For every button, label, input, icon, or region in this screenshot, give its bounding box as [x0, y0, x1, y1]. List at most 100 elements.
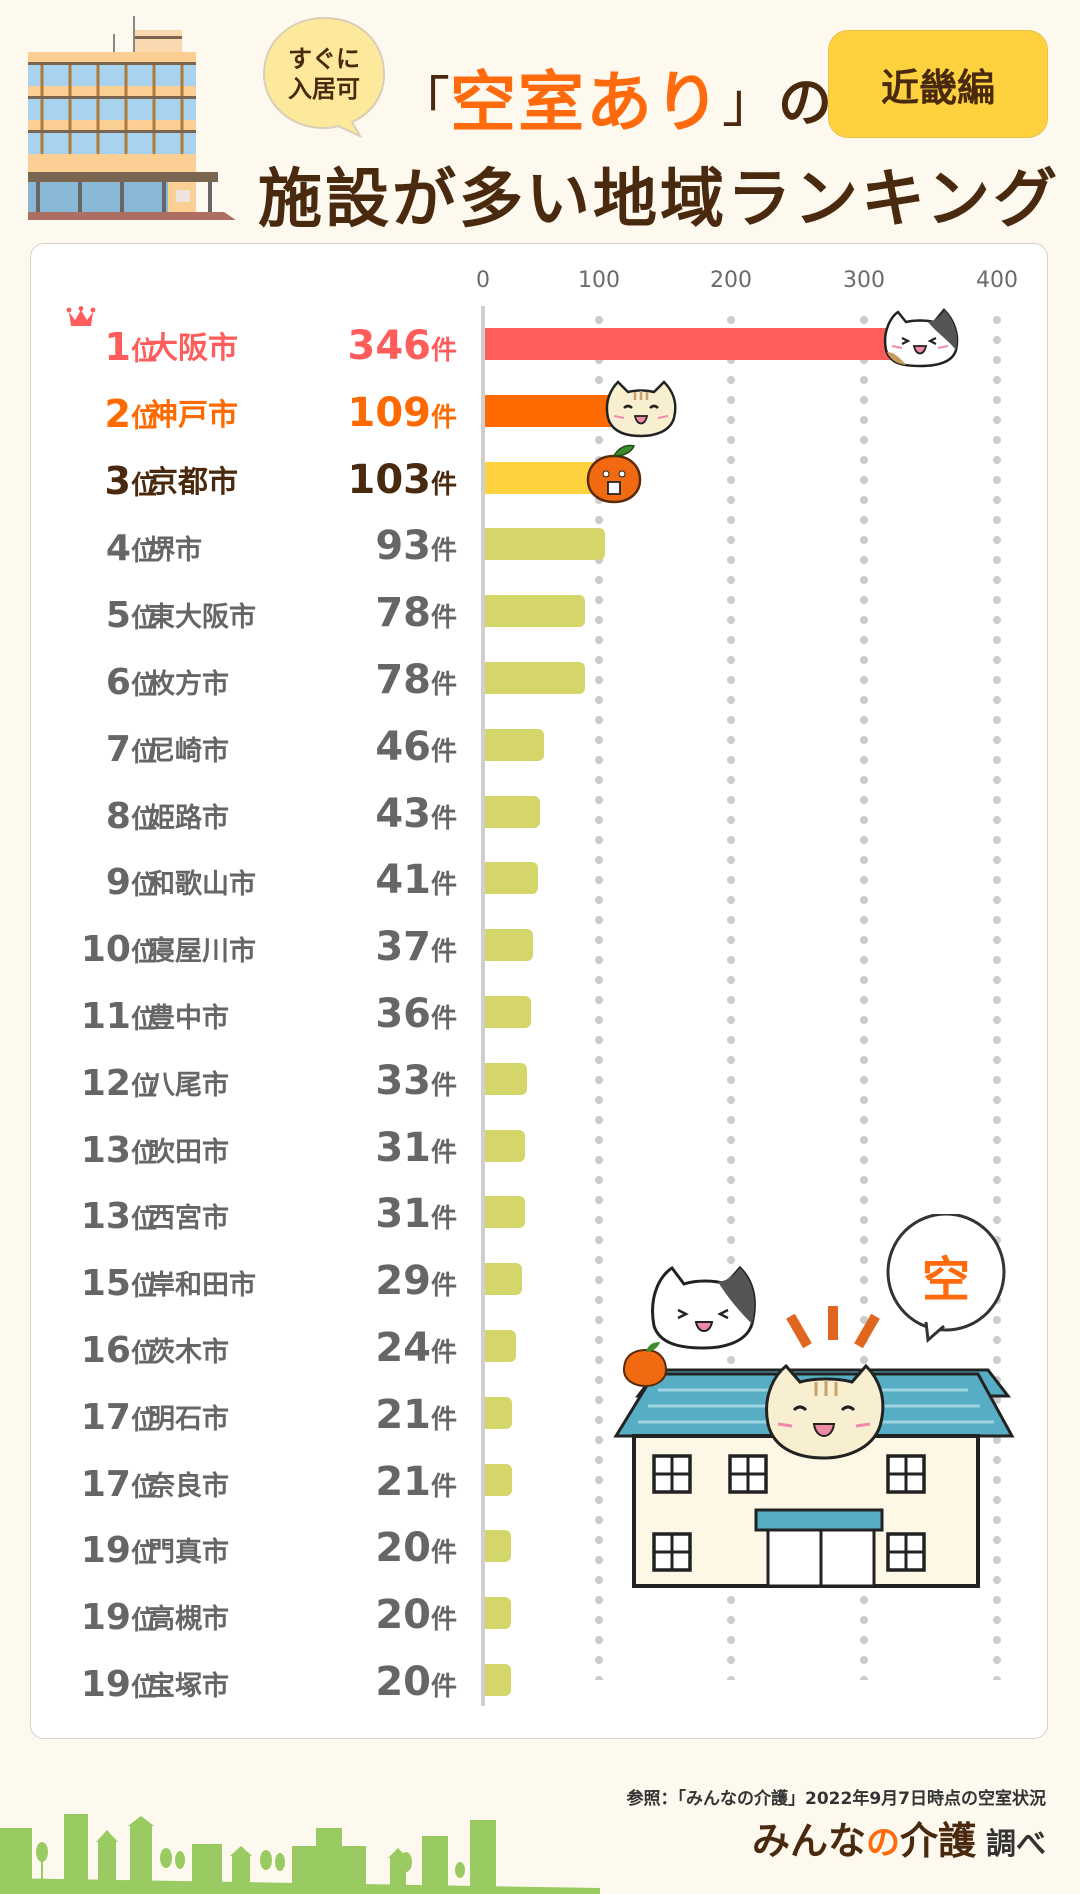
ranking-row: 19位 高槻市 20件	[30, 1583, 1048, 1650]
region-badge: 近畿編	[828, 30, 1048, 138]
city-name: 和歌山市	[148, 869, 256, 901]
bar	[485, 996, 532, 1028]
count-unit: 件	[430, 1204, 457, 1235]
rank-suffix: 位	[130, 1272, 157, 1303]
facility-count: 103件	[347, 457, 457, 503]
count-number: 43	[375, 790, 431, 837]
ranking-row: 17位 奈良市 21件	[30, 1450, 1048, 1517]
rank-label: 6位	[106, 662, 157, 703]
gridline-400	[993, 310, 1001, 1680]
badge-line-2: 入居可	[288, 75, 360, 103]
city-name: 宝塚市	[148, 1671, 229, 1702]
rank-suffix: 位	[130, 871, 157, 902]
x-tick-300: 300	[843, 268, 885, 293]
rank-number: 5	[105, 595, 131, 637]
ranking-row: 12位 八尾市 33件	[30, 1049, 1048, 1116]
facility-count: 36件	[375, 991, 457, 1037]
bar	[485, 1196, 525, 1229]
count-number: 41	[375, 857, 431, 904]
rank-number: 17	[80, 1396, 131, 1438]
rank-label: 19位	[81, 1597, 157, 1638]
rank-suffix: 位	[130, 804, 157, 835]
rank-suffix: 位	[130, 1005, 157, 1035]
count-number: 109	[347, 389, 431, 436]
facility-count: 21件	[375, 1392, 457, 1438]
rank-suffix: 位	[130, 403, 157, 434]
bar	[485, 929, 533, 962]
count-number: 93	[375, 523, 431, 570]
city-name: 吹田市	[148, 1136, 229, 1168]
city-name: 茨木市	[148, 1337, 229, 1368]
city-name: 門真市	[148, 1537, 229, 1569]
facility-count: 78件	[375, 657, 457, 703]
rank-number: 6	[105, 662, 131, 703]
rank-number: 13	[80, 1196, 131, 1238]
facility-count: 93件	[375, 523, 457, 569]
bar	[485, 1129, 525, 1162]
bar	[485, 795, 541, 828]
count-unit: 件	[430, 670, 457, 700]
rank-label: 12位	[81, 1063, 157, 1104]
rank-number: 13	[80, 1129, 131, 1171]
ranking-row: 2位 神戸市 109件	[30, 381, 1048, 448]
count-unit: 件	[430, 402, 457, 433]
rank-label: 3位	[105, 459, 157, 503]
rank-label: 7位	[106, 729, 157, 770]
ranking-row: 5位 東大阪市 78件	[30, 581, 1048, 648]
rank-number: 7	[105, 728, 131, 770]
rank-number: 10	[80, 929, 131, 971]
city-name: 堺市	[148, 535, 202, 567]
ranking-row: 7位 尼崎市 46件	[30, 715, 1048, 782]
tabby-cat-mascot-icon	[605, 380, 677, 438]
count-number: 21	[375, 1391, 431, 1438]
city-skyline-icon	[0, 1814, 600, 1894]
facility-count: 46件	[375, 724, 457, 770]
city-name: 神戸市	[148, 397, 238, 433]
rank-label: 5位	[106, 595, 157, 636]
brand-text-a: みんな	[751, 1819, 866, 1863]
city-name: 寝屋川市	[148, 936, 256, 968]
title-open-bracket: 「	[396, 70, 450, 134]
rank-label: 19位	[81, 1664, 157, 1705]
rank-suffix: 位	[130, 1071, 157, 1102]
title-accent: 空室あり	[450, 64, 722, 141]
bar	[485, 595, 586, 628]
rank-label: 16位	[81, 1330, 157, 1371]
city-name: 枚方市	[148, 669, 229, 700]
vacancy-speech-text: 空	[921, 1252, 970, 1308]
immediate-move-in-badge: すぐに 入居可	[260, 14, 388, 139]
count-number: 36	[375, 991, 431, 1037]
ranking-row: 4位 堺市 93件	[30, 514, 1048, 581]
rank-label: 9位	[106, 862, 157, 903]
city-name: 高槻市	[148, 1604, 229, 1636]
ranking-row: 1位 大阪市 346件	[30, 314, 1048, 381]
rank-suffix: 位	[130, 938, 157, 969]
ranking-row: 11位 豊中市 36件	[30, 982, 1048, 1049]
bar	[485, 728, 545, 761]
rank-suffix: 位	[130, 604, 157, 635]
count-unit: 件	[430, 870, 457, 901]
facility-count: 31件	[375, 1191, 457, 1237]
rank-label: 4位	[106, 528, 157, 569]
bar	[485, 528, 605, 561]
rank-label: 13位	[81, 1196, 157, 1237]
city-name: 奈良市	[148, 1470, 229, 1502]
ranking-row: 19位 宝塚市 20件	[30, 1650, 1048, 1717]
title-particle: の	[778, 70, 832, 134]
rank-label: 8位	[106, 796, 157, 837]
count-unit: 件	[430, 603, 457, 634]
rank-suffix: 位	[130, 1405, 157, 1436]
facility-count: 20件	[375, 1525, 457, 1571]
city-name: 京都市	[148, 464, 238, 500]
bar	[485, 662, 586, 694]
city-name: 豊中市	[148, 1003, 229, 1034]
x-tick-400: 400	[976, 268, 1018, 293]
bar	[485, 1463, 512, 1496]
count-unit: 件	[430, 803, 457, 834]
city-name: 八尾市	[148, 1069, 229, 1101]
page-title-line2: 施設が多い地域ランキング	[258, 163, 1061, 237]
house-with-cats-illustration-icon	[613, 1214, 1015, 1588]
count-unit: 件	[430, 937, 457, 968]
rank-label: 1位	[105, 325, 157, 369]
facility-count: 21件	[375, 1459, 457, 1505]
